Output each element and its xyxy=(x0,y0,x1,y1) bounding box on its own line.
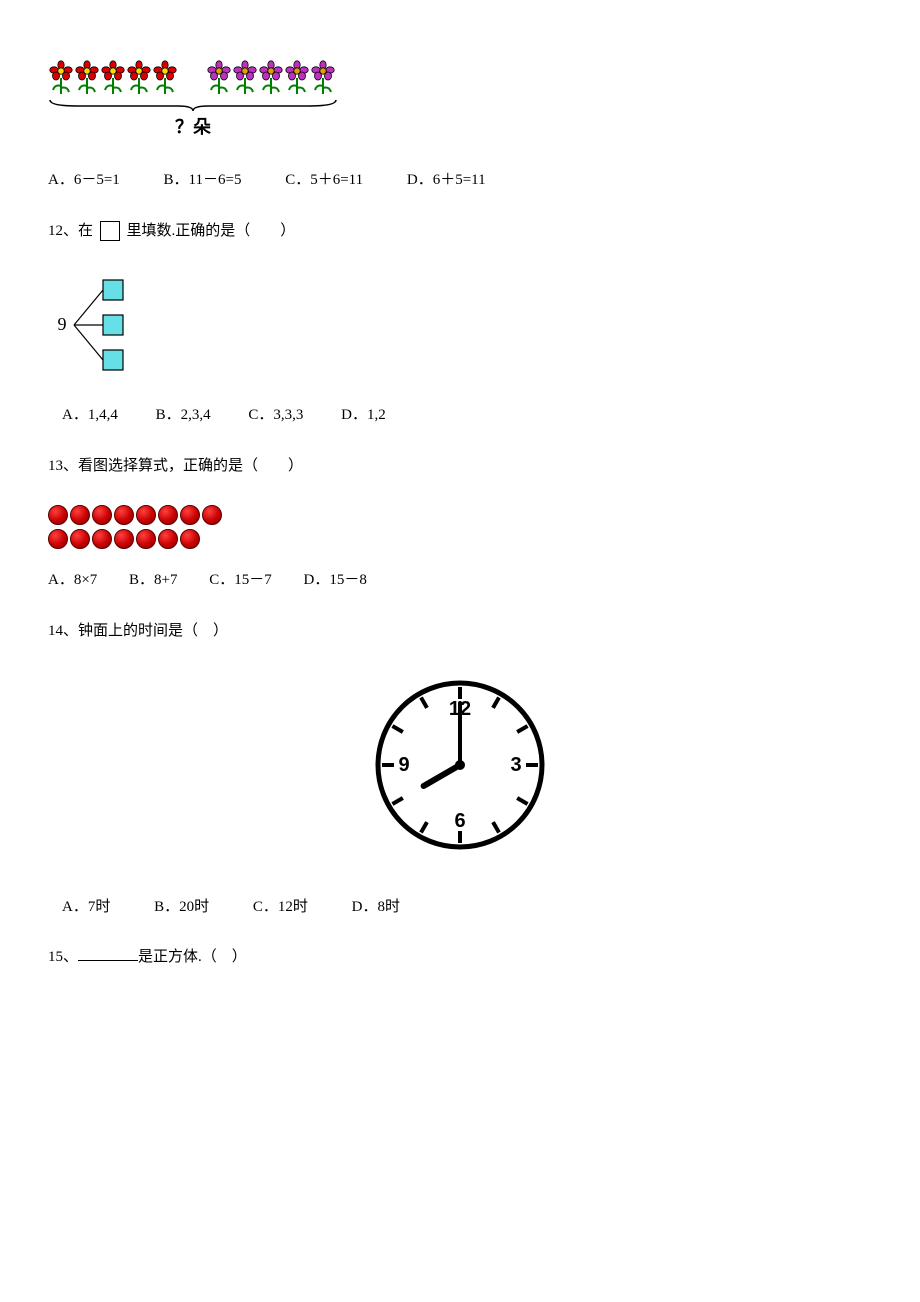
dot-icon xyxy=(136,505,156,525)
flower-icon xyxy=(284,60,310,98)
q12-opt-d[interactable]: D．1,2 xyxy=(341,404,386,427)
q12-opt-a[interactable]: A．1,4,4 xyxy=(62,404,118,427)
q11-figure: ？朵 xyxy=(48,60,872,141)
q12-stem-post: 里填数.正确的是（ ） xyxy=(127,223,296,239)
svg-text:9: 9 xyxy=(58,314,67,334)
flower-icon xyxy=(232,60,258,98)
flower-icon xyxy=(258,60,284,98)
q13-stem: 13、看图选择算式，正确的是（ ） xyxy=(48,455,872,478)
q11-opt-a[interactable]: A．6－5=1 xyxy=(48,169,120,192)
q14-stem: 14、钟面上的时间是（ ） xyxy=(48,620,872,643)
dot-icon xyxy=(180,505,200,525)
flower-group-left xyxy=(48,60,178,98)
dot-icon xyxy=(158,505,178,525)
q13-dots xyxy=(48,505,872,549)
q11-opt-d[interactable]: D．6＋5=11 xyxy=(407,169,486,192)
dot-icon xyxy=(48,529,68,549)
q11-options: A．6－5=1 B．11－6=5 C．5＋6=11 D．6＋5=11 xyxy=(48,169,872,192)
q14-opt-a[interactable]: A．7时 xyxy=(62,896,110,919)
svg-text:3: 3 xyxy=(510,754,521,776)
q13-options: A．8×7 B．8+7 C．15－7 D．15－8 xyxy=(48,569,872,592)
flower-group-right xyxy=(206,60,336,98)
flower-icon xyxy=(206,60,232,98)
q15-stem-pre: 15、 xyxy=(48,949,78,965)
q14-clock: 12369 xyxy=(48,670,872,868)
dot-icon xyxy=(158,529,178,549)
dot-icon xyxy=(114,505,134,525)
q13-opt-d[interactable]: D．15－8 xyxy=(304,569,367,592)
flower-icon xyxy=(100,60,126,98)
dot-row xyxy=(48,505,872,525)
dot-icon xyxy=(114,529,134,549)
svg-text:9: 9 xyxy=(398,754,409,776)
q12-options: A．1,4,4 B．2,3,4 C．3,3,3 D．1,2 xyxy=(48,404,872,427)
q11-opt-c[interactable]: C．5＋6=11 xyxy=(285,169,363,192)
flower-icon xyxy=(48,60,74,98)
q14-opt-b[interactable]: B．20时 xyxy=(154,896,209,919)
svg-text:6: 6 xyxy=(454,810,465,832)
q13-opt-c[interactable]: C．15－7 xyxy=(209,569,272,592)
q13-opt-b[interactable]: B．8+7 xyxy=(129,569,177,592)
fill-blank[interactable] xyxy=(78,946,138,961)
q12-diagram: 9 xyxy=(48,270,872,380)
q12-opt-b[interactable]: B．2,3,4 xyxy=(156,404,211,427)
q11-brace-label: ？朵 xyxy=(48,114,338,141)
flower-icon xyxy=(126,60,152,98)
dot-icon xyxy=(48,505,68,525)
dot-icon xyxy=(202,505,222,525)
dot-icon xyxy=(180,529,200,549)
q12-stem-pre: 12、在 xyxy=(48,223,93,239)
flower-icon xyxy=(310,60,336,98)
q12-opt-c[interactable]: C．3,3,3 xyxy=(248,404,303,427)
dot-icon xyxy=(92,529,112,549)
q14-options: A．7时 B．20时 C．12时 D．8时 xyxy=(48,896,872,919)
blank-box-icon xyxy=(100,221,120,241)
q12-stem: 12、在 里填数.正确的是（ ） xyxy=(48,220,872,243)
q15-stem-post: 是正方体.（ ） xyxy=(138,949,247,965)
q13-opt-a[interactable]: A．8×7 xyxy=(48,569,97,592)
dot-icon xyxy=(136,529,156,549)
flower-icon xyxy=(152,60,178,98)
dot-row xyxy=(48,529,872,549)
q14-opt-d[interactable]: D．8时 xyxy=(352,896,400,919)
q14-opt-c[interactable]: C．12时 xyxy=(253,896,308,919)
q15-stem: 15、 是正方体.（ ） xyxy=(48,946,872,969)
dot-icon xyxy=(92,505,112,525)
flower-icon xyxy=(74,60,100,98)
dot-icon xyxy=(70,529,90,549)
dot-icon xyxy=(70,505,90,525)
q11-opt-b[interactable]: B．11－6=5 xyxy=(164,169,242,192)
